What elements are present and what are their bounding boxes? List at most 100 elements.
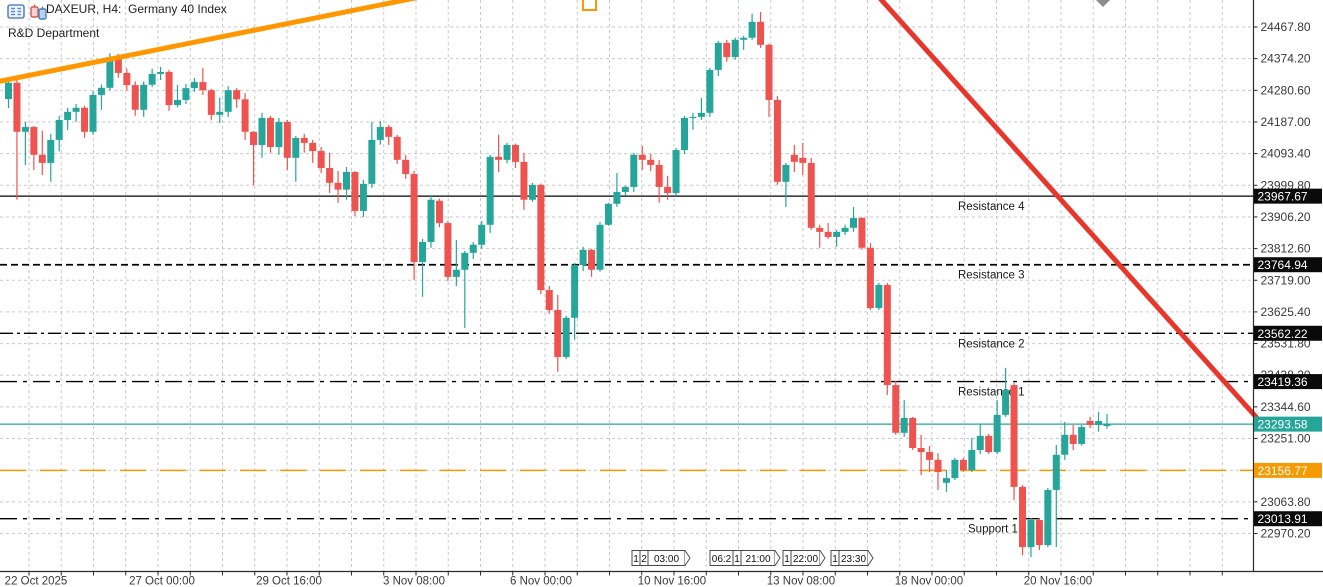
- candle[interactable]: [731, 37, 739, 60]
- candle[interactable]: [790, 144, 798, 173]
- candle[interactable]: [317, 146, 325, 174]
- candle[interactable]: [993, 399, 1001, 455]
- candle[interactable]: [461, 250, 469, 328]
- candle[interactable]: [866, 243, 874, 311]
- orange-rectangle-object[interactable]: [582, 0, 597, 11]
- candle[interactable]: [672, 148, 680, 196]
- candle[interactable]: [579, 246, 587, 272]
- candle[interactable]: [1052, 444, 1060, 548]
- candle[interactable]: [300, 133, 308, 153]
- candle[interactable]: [266, 115, 274, 153]
- price-label-box[interactable]: 23156.77: [1254, 462, 1322, 478]
- candle[interactable]: [13, 80, 21, 200]
- candle[interactable]: [182, 84, 190, 105]
- candle[interactable]: [959, 457, 967, 473]
- candle[interactable]: [258, 112, 266, 158]
- candle[interactable]: [850, 206, 857, 232]
- price-label-box[interactable]: 23293.58: [1254, 416, 1322, 432]
- candle[interactable]: [444, 221, 452, 281]
- candle[interactable]: [233, 88, 241, 108]
- candle[interactable]: [1069, 425, 1077, 451]
- candle[interactable]: [64, 107, 72, 131]
- candle[interactable]: [148, 68, 156, 88]
- candle[interactable]: [588, 248, 596, 277]
- candle[interactable]: [1019, 484, 1026, 556]
- candle[interactable]: [773, 95, 781, 185]
- candle[interactable]: [1095, 411, 1103, 432]
- candle[interactable]: [427, 195, 435, 248]
- candle[interactable]: [351, 171, 359, 216]
- candle[interactable]: [951, 457, 959, 481]
- candle[interactable]: [1103, 413, 1111, 429]
- candle[interactable]: [816, 224, 824, 248]
- candle[interactable]: [740, 35, 748, 50]
- candle[interactable]: [883, 282, 891, 395]
- candle[interactable]: [909, 416, 917, 451]
- candle[interactable]: [968, 437, 976, 473]
- time-tag[interactable]: 1 22:00: [782, 550, 826, 566]
- candle[interactable]: [157, 66, 165, 81]
- candle[interactable]: [537, 183, 545, 295]
- price-label-box[interactable]: 23764.94: [1254, 257, 1322, 273]
- candle[interactable]: [807, 157, 815, 230]
- candle[interactable]: [309, 139, 317, 163]
- candle[interactable]: [596, 222, 604, 272]
- time-tag[interactable]: 1 23:30: [830, 550, 874, 566]
- candle[interactable]: [976, 423, 984, 455]
- candle[interactable]: [723, 39, 731, 62]
- candle[interactable]: [97, 84, 105, 110]
- candle[interactable]: [554, 294, 562, 372]
- candle[interactable]: [748, 13, 756, 40]
- descending-red-trendline[interactable]: [877, 0, 1260, 421]
- candle[interactable]: [697, 97, 705, 120]
- candle[interactable]: [165, 69, 173, 111]
- candle[interactable]: [486, 154, 494, 233]
- chart-shift-arrow-icon[interactable]: [1096, 0, 1110, 7]
- candle[interactable]: [334, 171, 342, 203]
- candle[interactable]: [72, 104, 80, 122]
- candle[interactable]: [123, 68, 131, 91]
- candle[interactable]: [757, 12, 765, 48]
- candle[interactable]: [875, 282, 883, 311]
- candle[interactable]: [89, 91, 97, 135]
- candle[interactable]: [985, 433, 993, 455]
- candle[interactable]: [512, 143, 519, 168]
- candle[interactable]: [190, 78, 198, 92]
- candle[interactable]: [469, 242, 477, 259]
- candle[interactable]: [343, 166, 350, 200]
- price-label-box[interactable]: 23967.67: [1254, 188, 1322, 204]
- candle[interactable]: [174, 85, 181, 108]
- candle[interactable]: [613, 173, 621, 207]
- candle[interactable]: [359, 179, 367, 218]
- candle[interactable]: [934, 453, 942, 490]
- price-label-box[interactable]: 23419.36: [1254, 374, 1322, 390]
- candle[interactable]: [283, 119, 291, 170]
- candle[interactable]: [528, 182, 536, 202]
- candle[interactable]: [21, 121, 29, 165]
- candle[interactable]: [1010, 383, 1018, 501]
- candle[interactable]: [503, 142, 511, 164]
- candle[interactable]: [224, 86, 232, 117]
- candle[interactable]: [81, 105, 89, 138]
- candle[interactable]: [495, 134, 503, 173]
- candle[interactable]: [419, 238, 427, 297]
- price-label-box[interactable]: 23013.91: [1254, 511, 1322, 527]
- candle[interactable]: [664, 175, 672, 200]
- candle[interactable]: [604, 202, 612, 226]
- candle[interactable]: [140, 81, 148, 117]
- candle[interactable]: [833, 229, 841, 247]
- candle[interactable]: [216, 97, 224, 123]
- ascending-orange-trendline[interactable]: [0, 0, 430, 84]
- candle[interactable]: [545, 285, 553, 314]
- candle[interactable]: [1035, 518, 1043, 551]
- candle[interactable]: [5, 79, 12, 109]
- candle[interactable]: [435, 198, 443, 228]
- candle[interactable]: [1061, 421, 1069, 460]
- candle[interactable]: [621, 185, 629, 196]
- candle[interactable]: [275, 117, 283, 155]
- candle[interactable]: [326, 152, 334, 193]
- candle[interactable]: [47, 133, 55, 182]
- candle[interactable]: [1078, 425, 1086, 446]
- candle[interactable]: [858, 217, 866, 250]
